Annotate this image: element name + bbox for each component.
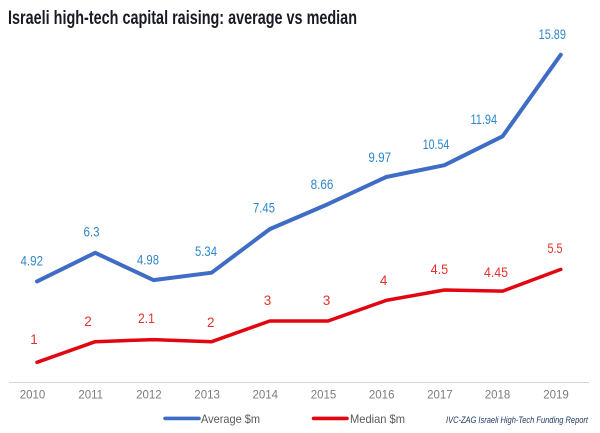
- svg-text:2017: 2017: [427, 390, 453, 402]
- svg-text:2015: 2015: [311, 390, 337, 402]
- svg-text:IVC-ZAG Israeli High-Tech Fund: IVC-ZAG Israeli High-Tech Funding Report: [446, 415, 588, 426]
- svg-text:Average $m: Average $m: [201, 412, 260, 426]
- svg-text:4.92: 4.92: [21, 254, 44, 269]
- svg-text:4: 4: [380, 273, 388, 288]
- svg-text:3: 3: [323, 293, 331, 308]
- svg-text:7.45: 7.45: [253, 201, 275, 216]
- svg-text:2019: 2019: [543, 390, 569, 402]
- svg-text:2010: 2010: [20, 390, 46, 402]
- svg-text:5.34: 5.34: [195, 244, 217, 259]
- svg-text:11.94: 11.94: [471, 112, 498, 127]
- svg-text:8.66: 8.66: [311, 177, 334, 192]
- svg-text:Median $m: Median $m: [350, 412, 405, 426]
- svg-text:9.97: 9.97: [368, 150, 391, 165]
- svg-text:2011: 2011: [78, 390, 103, 402]
- svg-text:2012: 2012: [136, 390, 162, 402]
- svg-text:2: 2: [84, 314, 92, 329]
- svg-text:4.98: 4.98: [137, 252, 159, 267]
- svg-text:15.89: 15.89: [539, 27, 566, 42]
- svg-text:1: 1: [30, 332, 38, 347]
- svg-text:2: 2: [207, 315, 215, 330]
- svg-text:2016: 2016: [369, 390, 395, 402]
- svg-text:2018: 2018: [485, 390, 511, 402]
- svg-text:2.1: 2.1: [138, 311, 155, 326]
- svg-text:3: 3: [264, 293, 272, 308]
- svg-text:6.3: 6.3: [84, 225, 100, 240]
- svg-text:Israeli high-tech capital rais: Israeli high-tech capital raising: avera…: [8, 8, 357, 29]
- svg-text:5.5: 5.5: [548, 241, 563, 256]
- svg-text:2013: 2013: [194, 390, 220, 402]
- svg-text:4.5: 4.5: [431, 262, 449, 277]
- svg-text:2014: 2014: [253, 390, 279, 402]
- svg-text:10.54: 10.54: [423, 137, 450, 152]
- svg-text:4.45: 4.45: [484, 265, 508, 280]
